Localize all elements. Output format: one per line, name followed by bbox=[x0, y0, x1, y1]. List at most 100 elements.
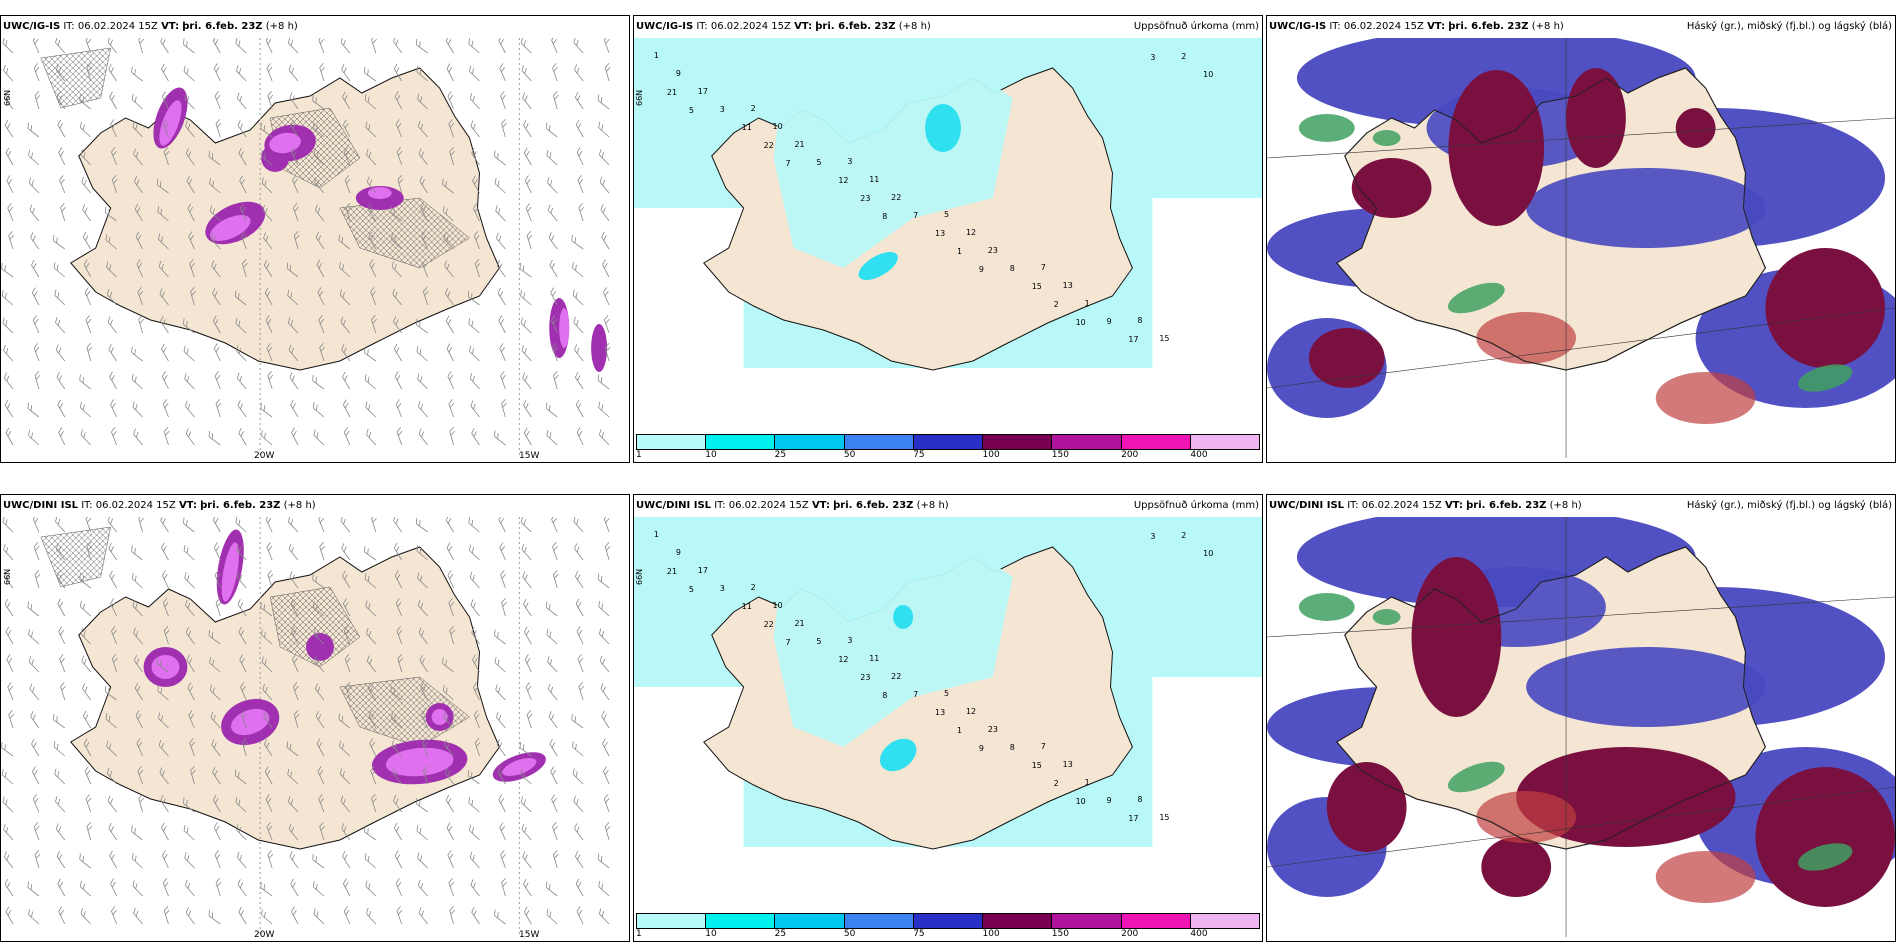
precip-value: 17 bbox=[698, 87, 708, 96]
wind-barb bbox=[34, 850, 41, 869]
wind-barb bbox=[366, 907, 377, 925]
wind-barb bbox=[393, 795, 403, 813]
wind-barb bbox=[160, 794, 169, 813]
field-blob bbox=[858, 252, 898, 280]
wind-barb bbox=[185, 120, 195, 138]
field-blob bbox=[269, 132, 301, 154]
wind-barb bbox=[86, 63, 93, 82]
precip-free-area bbox=[634, 208, 744, 430]
wind-barb bbox=[519, 741, 532, 757]
wind-barb bbox=[264, 287, 273, 306]
wind-barb bbox=[521, 823, 532, 841]
wind-barb bbox=[133, 428, 143, 446]
precip-value: 11 bbox=[869, 175, 879, 184]
wind-barb bbox=[578, 203, 585, 222]
wind-barb bbox=[394, 91, 403, 110]
precip-value: 5 bbox=[816, 158, 821, 167]
wind-barb bbox=[369, 259, 377, 278]
panel-header: UWC/DINI ISL IT: 06.02.2024 15Z VT: þri.… bbox=[634, 495, 1262, 517]
wind-barb bbox=[157, 685, 169, 701]
wind-barb bbox=[417, 120, 428, 138]
wind-barb bbox=[184, 373, 195, 390]
lon-label-15w: 15W bbox=[519, 930, 540, 940]
wind-barb bbox=[552, 343, 558, 362]
wind-barb bbox=[86, 542, 93, 561]
wind-barb bbox=[447, 850, 454, 869]
wind-barb bbox=[597, 853, 610, 869]
field-blob bbox=[1481, 837, 1552, 897]
wind-barb bbox=[267, 570, 274, 589]
colorbar-label: 400 bbox=[1190, 929, 1208, 939]
wind-barb bbox=[241, 231, 247, 250]
wind-barb bbox=[501, 119, 507, 138]
wind-barb bbox=[367, 682, 377, 701]
wind-barb bbox=[417, 879, 428, 897]
wind-barb bbox=[601, 231, 610, 250]
wind-barb bbox=[183, 544, 195, 561]
wind-barb bbox=[468, 318, 480, 334]
wind-barb bbox=[468, 517, 480, 533]
init-time: IT: 06.02.2024 15Z bbox=[81, 500, 176, 511]
colorbar-label: 200 bbox=[1121, 450, 1139, 460]
wind-barb bbox=[365, 121, 377, 138]
colorbar-swatch bbox=[706, 435, 776, 449]
wind-barb bbox=[56, 371, 66, 390]
wind-barb bbox=[238, 147, 247, 166]
precip-value: 22 bbox=[764, 620, 774, 629]
colorbar-swatch bbox=[844, 435, 914, 449]
wind-barb bbox=[210, 232, 221, 250]
wind-barb bbox=[3, 851, 14, 869]
lon-label-15w: 15W bbox=[519, 451, 540, 461]
wind-barb bbox=[443, 712, 454, 729]
wind-barb bbox=[364, 66, 377, 82]
valid-time-label: VT: bbox=[1427, 21, 1446, 32]
wind-barb bbox=[133, 907, 143, 925]
wind-barb bbox=[261, 430, 273, 446]
wind-barb bbox=[312, 374, 325, 390]
panel-header: UWC/IG-IS IT: 06.02.2024 15Z VT: þri. 6.… bbox=[1, 16, 629, 38]
wind-barb bbox=[526, 710, 533, 729]
precip-value: 1 bbox=[654, 51, 659, 60]
wind-barb bbox=[30, 232, 40, 250]
precip-value: 21 bbox=[667, 567, 677, 576]
colorbar-label: 150 bbox=[1051, 929, 1069, 939]
wind-barb bbox=[415, 797, 428, 813]
wind-barb bbox=[235, 796, 247, 813]
precip-value: 5 bbox=[816, 637, 821, 646]
wind-barb bbox=[338, 234, 351, 250]
wind-barb bbox=[520, 290, 532, 306]
wind-barb bbox=[213, 542, 221, 561]
wind-barb bbox=[237, 400, 247, 418]
wind-barb bbox=[134, 682, 143, 701]
wind-barb bbox=[494, 629, 506, 645]
wind-barb bbox=[85, 794, 92, 813]
wind-barb bbox=[34, 371, 41, 390]
wind-barb bbox=[234, 290, 247, 306]
field-blob bbox=[502, 757, 537, 777]
colorbar-swatch bbox=[1121, 435, 1191, 449]
wind-barb bbox=[343, 427, 351, 446]
wind-barb bbox=[417, 572, 428, 589]
wind-barb bbox=[445, 794, 454, 813]
precip-value: 3 bbox=[1150, 53, 1155, 62]
wind-barb bbox=[366, 627, 377, 645]
wind-barb bbox=[291, 906, 299, 925]
valid-time: þri. 6.feb. 23Z bbox=[200, 500, 281, 511]
precip-value: 9 bbox=[676, 548, 681, 557]
wind-barb bbox=[212, 517, 221, 533]
colorbar-label: 50 bbox=[843, 450, 856, 460]
wind-barb bbox=[497, 287, 506, 306]
wind-barb bbox=[473, 710, 480, 729]
wind-barb bbox=[53, 741, 66, 757]
colorbar-label: 200 bbox=[1121, 929, 1139, 939]
wind-barb bbox=[390, 685, 402, 701]
wind-barb bbox=[524, 175, 532, 194]
wind-barb bbox=[136, 738, 143, 757]
wind-barb bbox=[208, 629, 221, 645]
wind-barb bbox=[34, 570, 41, 589]
wind-barb bbox=[547, 683, 558, 701]
field-title: Uppsöfnuð úrkoma (mm) bbox=[1133, 21, 1259, 32]
wind-barb bbox=[106, 288, 117, 306]
wind-barb bbox=[318, 38, 325, 54]
wind-barb bbox=[186, 175, 195, 194]
